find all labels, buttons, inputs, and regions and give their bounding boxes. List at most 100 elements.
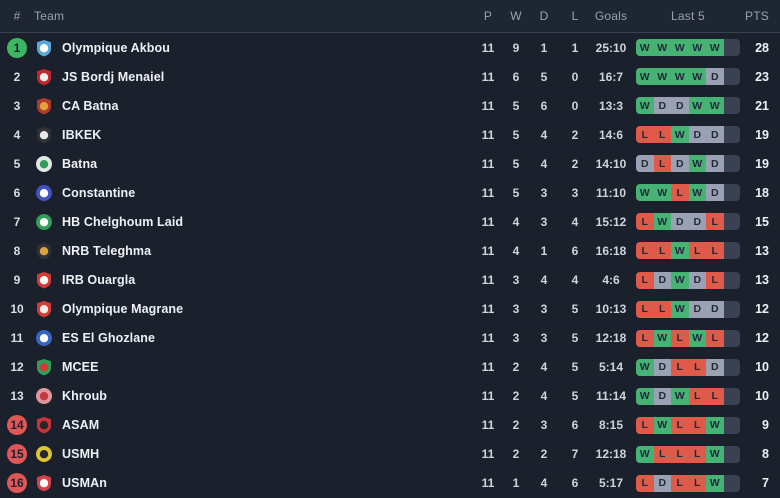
draws-value: 3 bbox=[540, 418, 548, 433]
form-result: D bbox=[653, 358, 671, 376]
played-value: 11 bbox=[481, 156, 495, 171]
losses-value: 6 bbox=[571, 418, 579, 433]
team-name[interactable]: Constantine bbox=[62, 185, 136, 200]
form-result: L bbox=[653, 242, 671, 260]
team-crest-icon bbox=[34, 97, 54, 115]
rank-badge: 7 bbox=[13, 214, 21, 229]
rank-cell: 11 bbox=[0, 328, 34, 348]
form-result: L bbox=[636, 329, 654, 347]
form-result: W bbox=[706, 445, 724, 463]
losses-value: 0 bbox=[571, 98, 579, 113]
team-name[interactable]: HB Chelghoum Laid bbox=[62, 214, 184, 229]
team-crest-icon bbox=[34, 300, 54, 318]
team-name[interactable]: Olympique Magrane bbox=[62, 302, 184, 317]
team-name[interactable]: Batna bbox=[62, 156, 98, 171]
wins-value: 5 bbox=[512, 127, 520, 142]
form-result: L bbox=[636, 416, 654, 434]
played-value: 11 bbox=[481, 302, 495, 317]
points-value: 7 bbox=[762, 476, 769, 491]
goals-value: 16:18 bbox=[595, 243, 627, 258]
rank-badge: 5 bbox=[13, 156, 21, 171]
wins-value: 3 bbox=[512, 273, 520, 288]
team-name[interactable]: USMH bbox=[62, 447, 100, 462]
team-name[interactable]: MCEE bbox=[62, 360, 99, 375]
points-value: 12 bbox=[755, 302, 769, 317]
goals-value: 15:12 bbox=[595, 214, 627, 229]
draws-value: 6 bbox=[540, 98, 548, 113]
losses-value: 4 bbox=[571, 273, 579, 288]
wins-value: 4 bbox=[512, 243, 520, 258]
team-name[interactable]: Khroub bbox=[62, 389, 108, 404]
draws-value: 4 bbox=[540, 273, 548, 288]
goals-value: 11:10 bbox=[595, 185, 627, 200]
rank-cell: 5 bbox=[0, 154, 34, 174]
rank-cell: 2 bbox=[0, 67, 34, 87]
form-result: L bbox=[688, 474, 706, 492]
team-name[interactable]: Olympique Akbou bbox=[62, 40, 170, 55]
losses-value: 6 bbox=[571, 476, 579, 491]
team-crest-icon bbox=[34, 126, 54, 144]
losses-value: 2 bbox=[571, 156, 579, 171]
form-result: D bbox=[653, 97, 671, 115]
form-result: W bbox=[688, 184, 706, 202]
form-result: D bbox=[653, 387, 671, 405]
played-value: 11 bbox=[481, 185, 495, 200]
table-header: # Team P W D L Goals Last 5 PTS bbox=[0, 0, 780, 33]
rank-cell: 10 bbox=[0, 299, 34, 319]
rank-cell: 9 bbox=[0, 270, 34, 290]
form-result: W bbox=[706, 416, 724, 434]
team-name[interactable]: IRB Ouargla bbox=[62, 273, 136, 288]
rank-cell: 14 bbox=[0, 415, 34, 436]
form-result: W bbox=[688, 155, 706, 173]
wins-value: 2 bbox=[512, 389, 520, 404]
team-crest-icon bbox=[34, 474, 54, 492]
draws-value: 4 bbox=[540, 389, 548, 404]
draws-value: 4 bbox=[540, 156, 548, 171]
goals-value: 10:13 bbox=[595, 302, 627, 317]
rank-cell: 4 bbox=[0, 125, 34, 145]
form-result: W bbox=[671, 68, 689, 86]
team-name[interactable]: ES El Ghozlane bbox=[62, 331, 156, 346]
team-name[interactable]: ASAM bbox=[62, 418, 100, 433]
team-name[interactable]: NRB Teleghma bbox=[62, 243, 152, 258]
team-name[interactable]: IBKEK bbox=[62, 127, 102, 142]
team-name[interactable]: JS Bordj Menaiel bbox=[62, 69, 165, 84]
played-value: 11 bbox=[481, 447, 495, 462]
team-crest-icon bbox=[34, 184, 54, 202]
team-name[interactable]: USMAn bbox=[62, 476, 107, 491]
team-name[interactable]: CA Batna bbox=[62, 98, 119, 113]
rank-cell: 1 bbox=[0, 37, 34, 58]
team-crest-icon bbox=[34, 242, 54, 260]
form-result: L bbox=[706, 271, 724, 289]
header-last5: Last 5 bbox=[671, 9, 705, 23]
played-value: 11 bbox=[481, 273, 495, 288]
wins-value: 2 bbox=[512, 447, 520, 462]
team-crest-icon bbox=[34, 416, 54, 434]
goals-value: 14:6 bbox=[598, 127, 624, 142]
form-result: D bbox=[688, 126, 706, 144]
